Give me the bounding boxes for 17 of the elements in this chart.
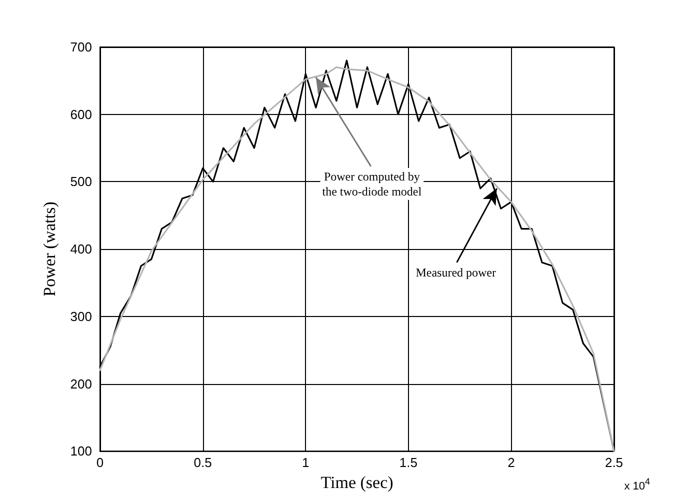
y-axis-title: Power (watts) — [40, 202, 59, 297]
x-tick-label: 2.5 — [604, 455, 624, 470]
x-tick-label: 0 — [96, 455, 104, 470]
x-tick-label: 0.5 — [194, 455, 212, 470]
x-tick-label: 1 — [302, 455, 310, 470]
x-tick-label: 1.5 — [399, 455, 418, 470]
annotation: Power computed by the two-diode model — [322, 170, 422, 199]
y-tick-label: 200 — [70, 376, 92, 392]
y-tick-label: 700 — [70, 40, 92, 54]
y-tick-label: 600 — [70, 106, 92, 122]
y-tick-label: 300 — [70, 308, 92, 324]
y-tick-label: 100 — [70, 444, 92, 459]
y-tick-label: 500 — [70, 174, 92, 190]
x-axis-title: Time (sec) — [320, 473, 394, 492]
x-tick-label: 2 — [508, 455, 515, 470]
y-tick-label: 400 — [70, 242, 92, 257]
annotation: Measured power — [416, 266, 496, 280]
